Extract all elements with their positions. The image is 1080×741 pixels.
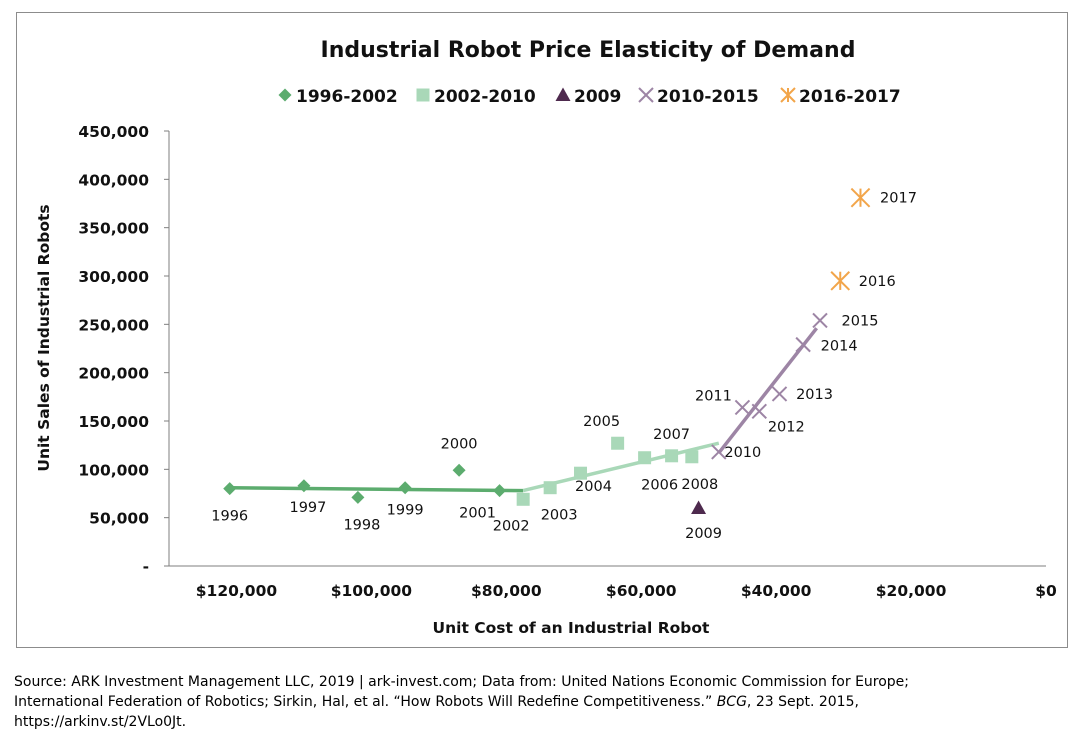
source-note: Source: ARK Investment Management LLC, 2… (14, 672, 1064, 732)
chart-frame (16, 12, 1068, 648)
legend-marker-2002-2010 (416, 88, 430, 102)
point-label-2016: 2016 (859, 274, 896, 290)
point-2011 (734, 399, 751, 416)
point-1997 (297, 479, 311, 493)
source-line-1: Source: ARK Investment Management LLC, 2… (14, 674, 910, 690)
y-tick-label: 150,000 (78, 413, 149, 431)
point-label-2000: 2000 (441, 436, 478, 452)
point-2015 (812, 312, 828, 329)
point-label-1999: 1999 (387, 503, 424, 519)
x-axis-title: Unit Cost of an Industrial Robot (433, 619, 710, 637)
point-label-1998: 1998 (343, 517, 380, 533)
point-label-2008: 2008 (681, 477, 718, 493)
point-2010 (711, 444, 727, 460)
y-tick-label: 350,000 (78, 220, 149, 238)
point-label-2007: 2007 (653, 427, 690, 443)
chart: Industrial Robot Price Elasticity of Dem… (35, 38, 1057, 637)
point-1996 (223, 482, 237, 496)
point-label-1997: 1997 (289, 500, 326, 516)
point-label-1996: 1996 (211, 509, 248, 525)
point-2004 (574, 466, 588, 480)
y-tick-label: 250,000 (78, 316, 149, 334)
point-label-2011: 2011 (695, 388, 732, 404)
point-label-2012: 2012 (768, 419, 805, 435)
legend-marker-2009 (555, 87, 571, 101)
x-tick-label: $60,000 (606, 582, 677, 600)
source-line-2: International Federation of Robotics; Si… (14, 692, 1064, 712)
axes: - 50,000 100,000 150,000 200,000 250,000 300,0… (78, 123, 1057, 600)
point-label-2014: 2014 (821, 339, 858, 355)
trend-line-1996-2002 (229, 485, 524, 493)
x-tick-label: $100,000 (331, 582, 413, 600)
point-1999 (398, 481, 412, 495)
x-tick-label: $20,000 (876, 582, 947, 600)
point-label-2003: 2003 (541, 508, 578, 524)
point-label-2005: 2005 (583, 414, 620, 430)
point-label-2009: 2009 (685, 526, 722, 542)
legend-label-2016-2017: 2016-2017 (799, 87, 901, 107)
source-line-2-date: , 23 Sept. 2015, (746, 694, 859, 710)
legend-label-1996-2002: 1996-2002 (296, 87, 398, 107)
point-2002 (516, 492, 530, 506)
x-tick-label: $0 (1035, 582, 1057, 600)
x-marker-stroke (734, 399, 751, 416)
point-label-2001: 2001 (459, 506, 496, 522)
legend-marker-2016-2017 (780, 87, 796, 103)
source-publication: BCG (716, 694, 747, 710)
point-label-2015: 2015 (842, 313, 879, 329)
x-marker-stroke (812, 312, 828, 329)
point-2009 (691, 500, 707, 514)
x-marker-stroke (771, 386, 788, 402)
point-2013 (771, 386, 788, 402)
point-label-2002: 2002 (493, 518, 530, 534)
point-label-2010: 2010 (724, 445, 761, 461)
x-marker-stroke (751, 403, 767, 420)
point-2007 (665, 449, 679, 463)
legend-label-2009: 2009 (574, 87, 621, 107)
y-tick-label: 200,000 (78, 365, 149, 383)
point-label-2013: 2013 (796, 387, 833, 403)
y-tick-label: 400,000 (78, 171, 149, 189)
y-tick-label: 100,000 (78, 461, 149, 479)
point-label-2006: 2006 (641, 478, 678, 494)
point-2016 (830, 271, 851, 291)
x-tick-label: $40,000 (741, 582, 812, 600)
data-points (223, 187, 871, 514)
source-link: https://arkinv.st/2VLo0Jt. (14, 714, 187, 730)
trend-lines (229, 327, 819, 493)
point-2006 (638, 451, 652, 465)
point-2014 (795, 336, 811, 353)
point-2003 (543, 481, 557, 495)
x-marker-stroke (638, 87, 654, 103)
x-marker-stroke (795, 336, 811, 353)
point-2008 (685, 450, 699, 464)
point-label-2004: 2004 (575, 479, 612, 495)
y-tick-label: - (143, 558, 149, 576)
y-tick-label: 50,000 (89, 510, 149, 528)
y-axis-title: Unit Sales of Industrial Robots (35, 204, 53, 471)
legend-label-2010-2015: 2010-2015 (657, 87, 759, 107)
point-2000 (452, 463, 466, 477)
point-label-2017: 2017 (880, 191, 917, 207)
point-2012 (751, 403, 767, 420)
point-2017 (850, 187, 871, 208)
legend-marker-1996-2002 (278, 88, 292, 102)
point-1998 (351, 490, 365, 504)
legend-label-2002-2010: 2002-2010 (434, 87, 536, 107)
x-tick-label: $120,000 (196, 582, 278, 600)
x-tick-label: $80,000 (471, 582, 542, 600)
y-tick-label: 450,000 (78, 123, 149, 141)
legend: 1996-2002 2002-2010 2009 2010-2015 2016-2017 (278, 87, 901, 107)
source-line-2-text: International Federation of Robotics; Si… (14, 694, 717, 710)
y-tick-label: 300,000 (78, 268, 149, 286)
x-marker-stroke (711, 444, 727, 460)
legend-marker-2010-2015 (638, 87, 654, 103)
trend-line-2010-2015 (717, 327, 819, 454)
point-2005 (611, 436, 625, 450)
chart-title: Industrial Robot Price Elasticity of Dem… (321, 38, 856, 63)
point-2001 (493, 484, 507, 498)
